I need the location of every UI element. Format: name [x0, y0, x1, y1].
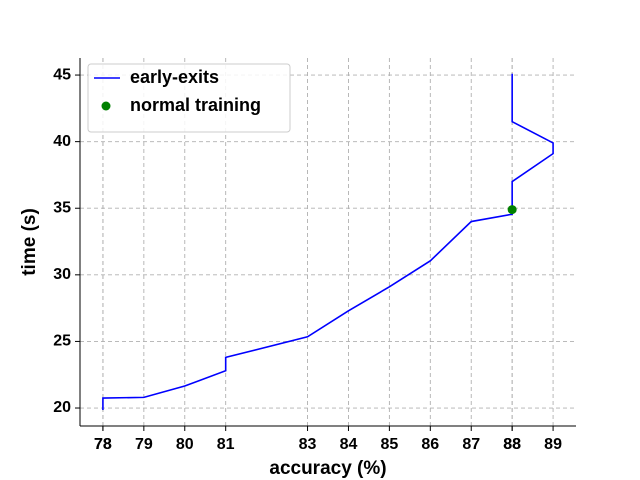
x-tick-label: 80	[176, 436, 194, 453]
x-tick-label: 89	[544, 436, 562, 453]
y-tick-label: 30	[53, 266, 71, 283]
x-tick-label: 84	[340, 436, 358, 453]
legend-label: early-exits	[130, 67, 219, 87]
y-tick-label: 20	[53, 399, 71, 416]
x-tick-label: 79	[135, 436, 153, 453]
line	[102, 73, 554, 411]
legend-box	[87, 63, 291, 133]
legend-marker	[101, 101, 111, 111]
x-tick-label: 83	[299, 436, 317, 453]
x-tick-label: 81	[217, 436, 235, 453]
y-tick-label: 25	[53, 333, 71, 350]
y-axis-label: time (s)	[19, 208, 40, 276]
x-tick-label: 88	[503, 436, 521, 453]
x-tick-label: 78	[94, 436, 112, 453]
point	[507, 205, 517, 215]
x-tick-label: 78	[94, 436, 112, 453]
y-tick-label: 40	[53, 133, 71, 150]
x-tick-label: 88	[503, 436, 521, 453]
x-tick-label: 85	[380, 436, 398, 453]
x-axis-label: accuracy (%)	[269, 458, 386, 479]
x-tick-label: 87	[462, 436, 480, 453]
legend-label: normal training	[130, 95, 261, 115]
y-tick-label: 45	[53, 66, 71, 83]
y-tick-label: 35	[53, 199, 71, 216]
x-tick-label: 86	[421, 436, 439, 453]
